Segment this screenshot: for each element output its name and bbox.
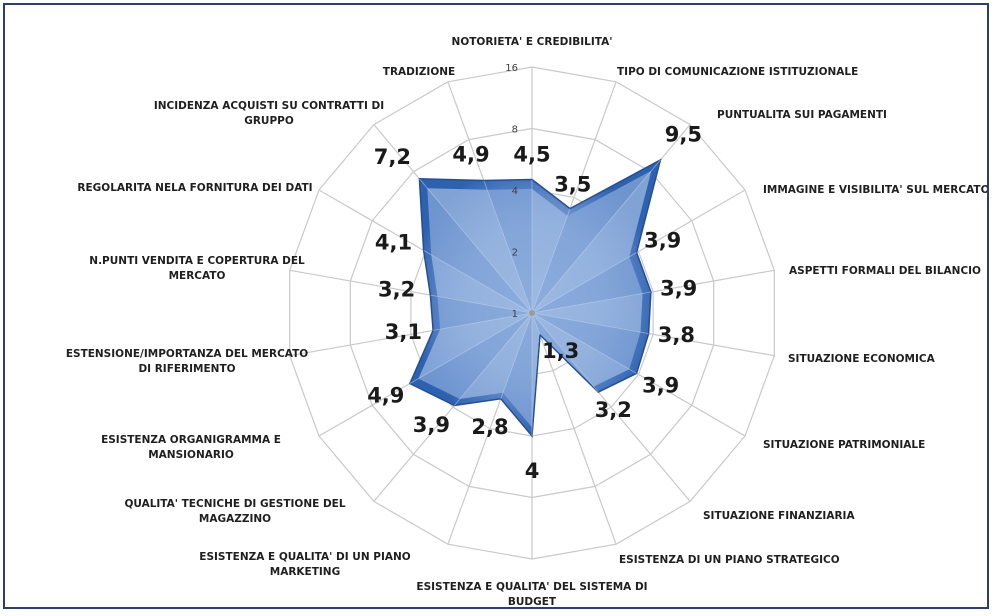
data-label-4: 3,9 [660, 277, 697, 301]
area-spoke-10 [500, 312, 533, 399]
radar-category-labels: NOTORIETA' E CREDIBILITA' TIPO DI COMUNIC… [66, 36, 987, 607]
tick-label-3: 8 [512, 125, 518, 136]
category-label-5: SITUAZIONE ECONOMICA [788, 353, 936, 365]
radar-data-labels: 4,53,5 9,5 3,9 3,9 3,8 3,9 3,2 1,3 4 2,8 3,9 4,9 3,1… [367, 122, 702, 483]
area-spoke-15 [423, 250, 533, 314]
tick-label-0: 1 [512, 309, 518, 320]
category-label-14: N.PUNTI VENDITA E COPERTURA DEL MERCATO [89, 255, 305, 282]
series-facet-11 [418, 313, 532, 399]
area-spoke-6 [531, 312, 637, 374]
category-label-3: IMMAGINE E VISIBILITA' SUL MERCATO [763, 184, 987, 196]
spoke-8 [531, 312, 617, 545]
category-label-4: ASPETTI FORMALI DEL BILANCIO [789, 265, 981, 277]
category-label-10: ESISTENZA E QUALITA' DI UN PIANO MARKETIN… [199, 551, 411, 578]
category-label-8: ESISTENZA DI UN PIANO STRATEGICO [619, 554, 840, 566]
data-label-1: 3,5 [554, 172, 591, 196]
series-facet-0 [532, 188, 568, 313]
area-spoke-7 [531, 312, 599, 393]
data-label-10: 2,8 [471, 415, 508, 439]
data-label-11: 3,9 [413, 413, 450, 437]
data-label-16: 7,2 [374, 145, 411, 169]
data-label-6: 3,9 [642, 373, 679, 397]
data-label-3: 3,9 [644, 229, 681, 253]
radar-tick-labels: 1 2 4 8 16 [505, 63, 518, 320]
data-label-5: 3,8 [658, 323, 695, 347]
category-label-16: INCIDENZA ACQUISTI SU CONTRATTI DI GRUPPO [154, 100, 384, 127]
area-spoke-14 [430, 294, 533, 314]
tick-label-2: 4 [512, 186, 518, 197]
category-label-15: REGOLARITA NELA FORNITURA DEI DATI [77, 182, 312, 194]
data-label-9: 4 [525, 459, 540, 483]
data-label-12: 4,9 [367, 384, 404, 408]
area-spoke-13 [433, 312, 533, 331]
category-label-17: TRADIZIONE [383, 66, 455, 78]
data-label-17: 4,9 [452, 142, 489, 166]
radar-chart: 1 2 4 8 16 4,53,5 9,5 3,9 3,9 3,8 3,9 3,2 1,3 4 2,8 3,… [66, 36, 987, 607]
category-label-0: NOTORIETA' E CREDIBILITA' [452, 36, 613, 48]
area-spoke-17 [483, 180, 533, 314]
center-dot [529, 310, 535, 316]
series-facet-8 [532, 313, 540, 428]
area-spoke-16 [419, 178, 533, 314]
data-label-2: 9,5 [665, 122, 702, 146]
category-label-13: ESTENSIONE/IMPORTANZA DEL MERCATO DI RIFE… [66, 348, 308, 375]
data-label-7: 3,2 [595, 398, 632, 422]
tick-label-4: 16 [505, 63, 518, 74]
category-label-7: SITUAZIONE FINANZIARIA [703, 510, 855, 522]
area-spoke-8 [531, 312, 541, 336]
area-spoke-5 [531, 312, 649, 334]
tick-label-1: 2 [512, 248, 518, 259]
area-spoke-2 [531, 159, 661, 314]
data-label-8: 1,3 [542, 339, 579, 363]
series-facet-6 [532, 313, 630, 387]
area-spoke-12 [409, 312, 533, 384]
series-facet-9 [502, 313, 532, 428]
area-spoke-4 [531, 291, 651, 314]
series-facet-5 [532, 313, 641, 370]
data-label-14: 3,2 [378, 278, 415, 302]
series-facet-4 [532, 293, 643, 333]
data-label-15: 4,1 [375, 230, 412, 254]
chart-frame: 1 2 4 8 16 4,5 3,5 9,5 3,9 3,9 3,8 3,9 3,2 1,3 4 2,8 3,… [3, 3, 989, 609]
area-spoke-1 [531, 208, 571, 314]
series-facet-13 [437, 296, 532, 330]
category-label-2: PUNTUALITA SUI PAGAMENTI [717, 109, 887, 121]
category-label-12: ESISTENZA ORGANIGRAMMA E MANSIONARIO [101, 434, 281, 461]
category-label-6: SITUAZIONE PATRIMONIALE [763, 439, 925, 451]
area-spoke-11 [454, 312, 533, 406]
category-label-1: TIPO DI COMUNICAZIONE ISTITUZIONALE [617, 66, 858, 78]
radar-series-area [408, 158, 662, 438]
data-label-13: 3,1 [385, 320, 422, 344]
category-label-11: QUALITA' TECNICHE DI GESTIONE DEL MAGAZZI… [124, 498, 345, 525]
area-spoke-3 [531, 252, 637, 314]
data-label-0: 4,5 [513, 143, 550, 167]
category-label-9: ESISTENZA E QUALITA' DEL SISTEMA DI BUDGE… [416, 581, 647, 607]
series-facet-3 [532, 256, 643, 313]
